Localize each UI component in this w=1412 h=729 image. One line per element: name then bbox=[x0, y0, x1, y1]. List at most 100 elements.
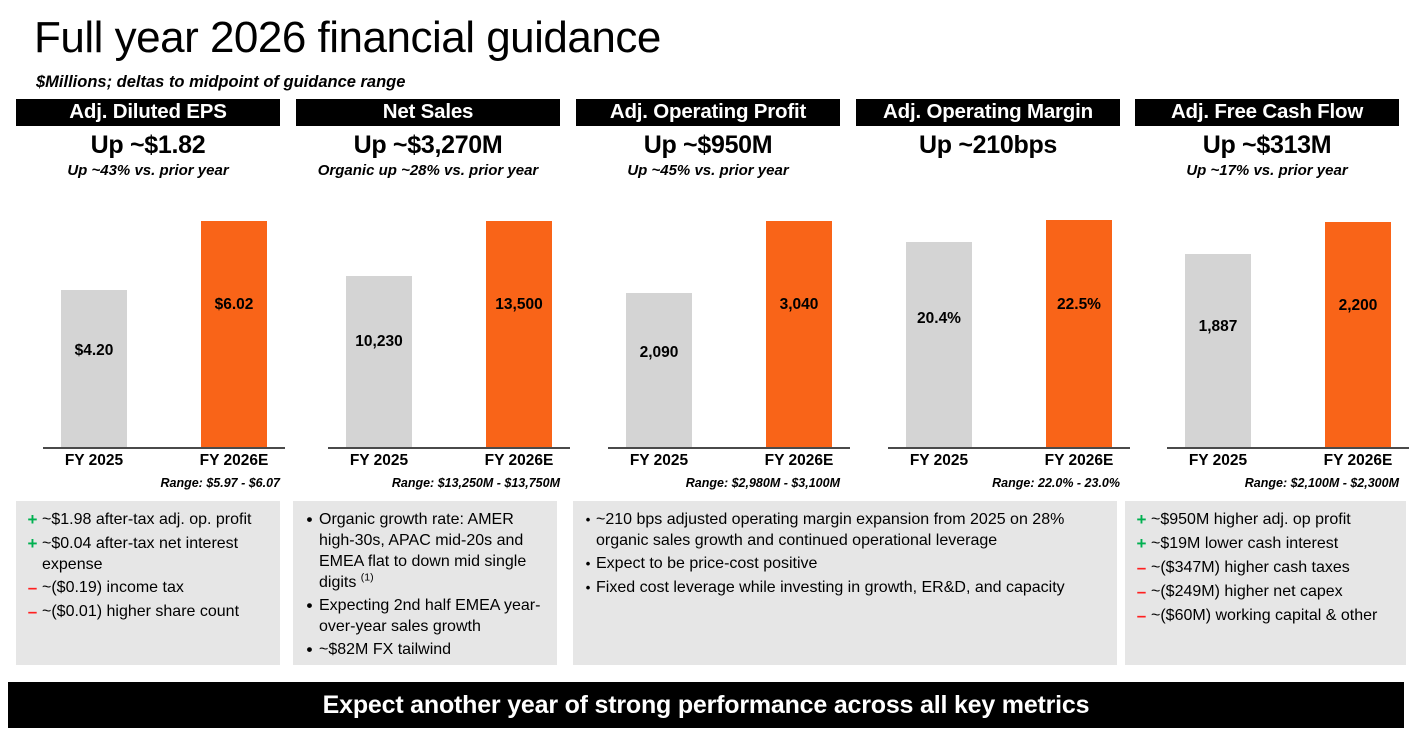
metric-banner-title: Net Sales bbox=[296, 99, 560, 126]
category-label: FY 2025 bbox=[349, 452, 409, 469]
metric-headline: Up ~$3,270M bbox=[353, 131, 503, 159]
notes-box-operating-profit-margin: • ~210 bps adjusted operating margin expa… bbox=[573, 501, 1117, 665]
note-text: ~($60M) working capital & other bbox=[1151, 607, 1378, 624]
plus-icon: + bbox=[1136, 510, 1147, 529]
metric-subline: Up ~45% vs. prior year bbox=[627, 162, 789, 179]
chart-category-labels: FY 2025 FY 2026E bbox=[856, 451, 1120, 473]
category-label: FY 2025 bbox=[909, 452, 969, 469]
bullet-icon: • bbox=[585, 556, 591, 571]
bar-value-label: 22.5% bbox=[1057, 296, 1101, 313]
bar-chart: 10,230 13,500 FY 2025 FY 2026E Range: $13,25… bbox=[296, 199, 570, 490]
guidance-range-note: Range: $2,980M - $3,100M bbox=[685, 476, 840, 490]
metric-subline: Up ~17% vs. prior year bbox=[1186, 162, 1348, 179]
minus-icon: – bbox=[1136, 582, 1147, 601]
note-text: ~$1.98 after-tax adj. op. profit bbox=[42, 511, 252, 528]
note-item: • Expecting 2nd half EMEA year-over-year … bbox=[301, 595, 549, 637]
chart-category-labels: FY 2025 FY 2026E bbox=[1135, 451, 1399, 473]
page-subtitle: $Millions; deltas to midpoint of guidanc… bbox=[36, 73, 406, 91]
metric-panel: Adj. Operating Profit Up ~$950M Up ~45% vs… bbox=[576, 99, 850, 665]
note-item: • Organic growth rate: AMER high-30s, APA… bbox=[301, 509, 549, 593]
bullet-icon: • bbox=[306, 640, 313, 659]
chart-axis-line bbox=[43, 447, 285, 449]
chart-axis-line bbox=[1167, 447, 1409, 449]
category-label: FY 2025 bbox=[629, 452, 689, 469]
bar-guidance-year: $6.02 bbox=[201, 221, 267, 449]
bar-value-label: $4.20 bbox=[74, 342, 114, 359]
chart-category-labels: FY 2025 FY 2026E bbox=[16, 451, 280, 473]
chart-plot-area: 2,090 3,040 bbox=[576, 199, 850, 449]
notes-box-net-sales: • Organic growth rate: AMER high-30s, APA… bbox=[293, 501, 557, 665]
note-item: + ~$950M higher adj. op profit bbox=[1133, 509, 1398, 531]
metric-headline: Up ~$950M bbox=[643, 131, 773, 159]
bar-chart: 1,887 2,200 FY 2025 FY 2026E Range: $2,100M … bbox=[1135, 199, 1409, 490]
metric-banner-title: Adj. Diluted EPS bbox=[16, 99, 280, 126]
metric-headline: Up ~$1.82 bbox=[90, 131, 206, 159]
bullet-icon: • bbox=[306, 510, 313, 529]
note-item: – ~($60M) working capital & other bbox=[1133, 605, 1398, 627]
note-text: ~($347M) higher cash taxes bbox=[1151, 559, 1350, 576]
note-text: ~210 bps adjusted operating margin expan… bbox=[596, 511, 1065, 549]
chart-axis-line bbox=[608, 447, 850, 449]
plus-icon: + bbox=[27, 510, 38, 529]
category-label: FY 2025 bbox=[64, 452, 124, 469]
note-text: ~$19M lower cash interest bbox=[1151, 535, 1339, 552]
guidance-range-note: Range: $5.97 - $6.07 bbox=[160, 476, 280, 490]
note-text: Organic growth rate: AMER high-30s, APAC… bbox=[319, 511, 527, 591]
note-item: + ~$19M lower cash interest bbox=[1133, 533, 1398, 555]
note-text: ~$82M FX tailwind bbox=[319, 641, 452, 658]
bottom-summary-banner: Expect another year of strong performanc… bbox=[8, 682, 1404, 728]
chart-axis-line bbox=[888, 447, 1130, 449]
category-label: FY 2026E bbox=[1044, 452, 1114, 469]
note-text: ~($0.19) income tax bbox=[42, 579, 184, 596]
chart-plot-area: 20.4% 22.5% bbox=[856, 199, 1130, 449]
metric-banner-title: Adj. Operating Margin bbox=[856, 99, 1120, 126]
bar-value-label: 2,090 bbox=[639, 344, 679, 361]
metric-panel: Adj. Diluted EPS Up ~$1.82 Up ~43% vs. pri… bbox=[16, 99, 285, 665]
note-item: – ~($0.01) higher share count bbox=[24, 601, 272, 623]
note-item: • ~210 bps adjusted operating margin expa… bbox=[581, 509, 1109, 551]
note-item: • ~$82M FX tailwind bbox=[301, 639, 549, 661]
bar-chart: $4.20 $6.02 FY 2025 FY 2026E Range: $5.97 - … bbox=[16, 199, 285, 490]
note-item: – ~($249M) higher net capex bbox=[1133, 581, 1398, 603]
metric-panels-row: Adj. Diluted EPS Up ~$1.82 Up ~43% vs. pri… bbox=[0, 99, 1412, 665]
chart-axis-line bbox=[328, 447, 570, 449]
category-label: FY 2026E bbox=[1323, 452, 1393, 469]
bar-prior-year: $4.20 bbox=[61, 290, 127, 449]
guidance-range-note: Range: $2,100M - $2,300M bbox=[1244, 476, 1399, 490]
metric-panel: Adj. Operating Margin Up ~210bps 20.4% 22.5… bbox=[856, 99, 1130, 665]
note-text: Expect to be price-cost positive bbox=[596, 555, 818, 572]
metric-banner-title: Adj. Free Cash Flow bbox=[1135, 99, 1399, 126]
chart-plot-area: 10,230 13,500 bbox=[296, 199, 570, 449]
notes-box-eps: + ~$1.98 after-tax adj. op. profit + ~$0.04… bbox=[16, 501, 280, 665]
chart-category-labels: FY 2025 FY 2026E bbox=[576, 451, 840, 473]
note-text: Fixed cost leverage while investing in g… bbox=[596, 579, 1065, 596]
note-text: ~($249M) higher net capex bbox=[1151, 583, 1343, 600]
note-item: + ~$0.04 after-tax net interest expense bbox=[24, 533, 272, 575]
plus-icon: + bbox=[27, 534, 38, 553]
bar-value-label: 1,887 bbox=[1198, 318, 1238, 335]
bar-prior-year: 1,887 bbox=[1185, 254, 1251, 449]
note-item: • Fixed cost leverage while investing in … bbox=[581, 577, 1109, 599]
bar-value-label: 10,230 bbox=[355, 333, 403, 350]
metric-subline: Up ~43% vs. prior year bbox=[67, 162, 229, 179]
metric-headline: Up ~$313M bbox=[1202, 131, 1332, 159]
chart-category-labels: FY 2025 FY 2026E bbox=[296, 451, 560, 473]
minus-icon: – bbox=[27, 578, 38, 597]
page-title: Full year 2026 financial guidance bbox=[34, 13, 661, 62]
chart-plot-area: 1,887 2,200 bbox=[1135, 199, 1409, 449]
category-label: FY 2025 bbox=[1188, 452, 1248, 469]
minus-icon: – bbox=[1136, 606, 1147, 625]
bar-guidance-year: 2,200 bbox=[1325, 222, 1391, 449]
bullet-icon: • bbox=[585, 580, 591, 595]
bar-value-label: $6.02 bbox=[214, 296, 254, 313]
bar-guidance-year: 3,040 bbox=[766, 221, 832, 449]
bar-chart: 20.4% 22.5% FY 2025 FY 2026E Range: 22.0% - … bbox=[856, 199, 1130, 490]
footnote-marker: (1) bbox=[360, 571, 374, 584]
minus-icon: – bbox=[1136, 558, 1147, 577]
bar-guidance-year: 22.5% bbox=[1046, 220, 1112, 449]
category-label: FY 2026E bbox=[484, 452, 554, 469]
note-item: + ~$1.98 after-tax adj. op. profit bbox=[24, 509, 272, 531]
bullet-icon: • bbox=[585, 512, 591, 527]
minus-icon: – bbox=[27, 602, 38, 621]
bullet-icon: • bbox=[306, 596, 313, 615]
